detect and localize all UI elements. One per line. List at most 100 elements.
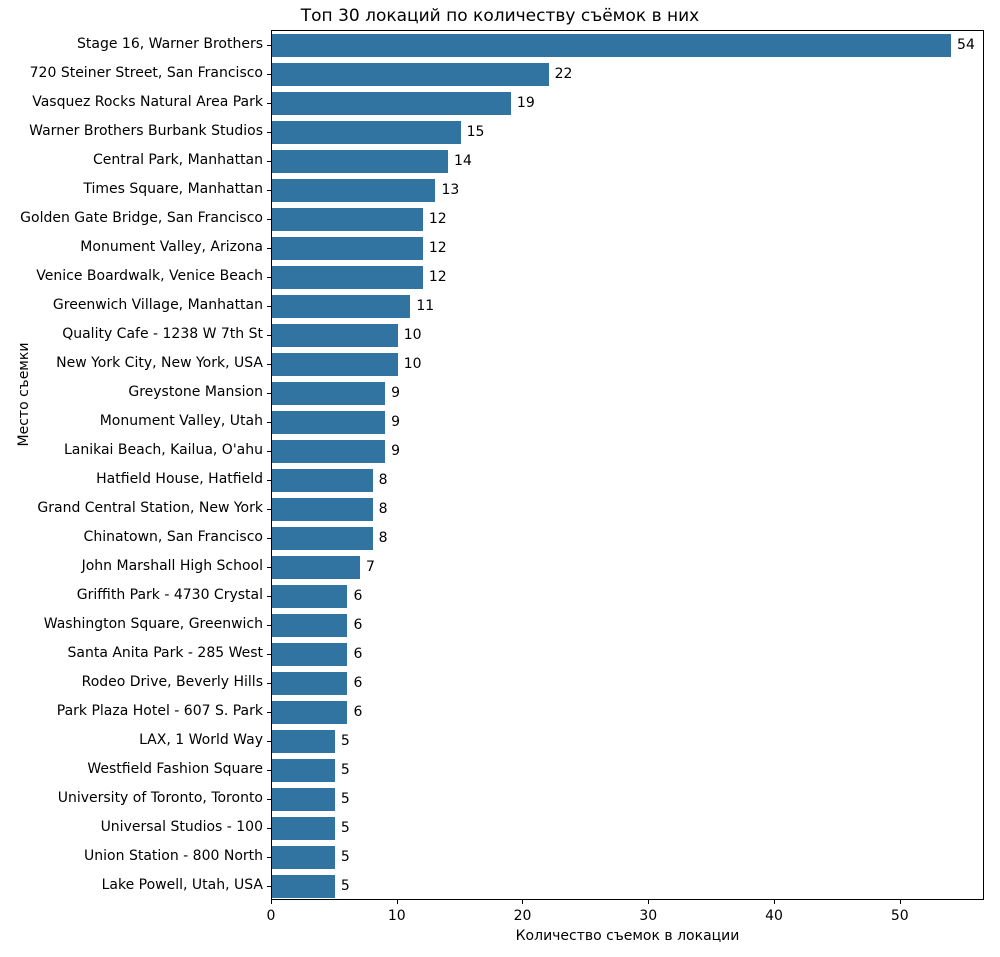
bar-value-label: 7 [366, 559, 375, 575]
bar [272, 759, 335, 782]
y-tick-label: Golden Gate Bridge, San Francisco [2, 210, 263, 226]
bar [272, 556, 360, 579]
y-tick-label: 720 Steiner Street, San Francisco [2, 65, 263, 81]
bar-value-label: 5 [341, 733, 350, 749]
x-tick-mark [648, 900, 649, 904]
y-tick-label: Times Square, Manhattan [2, 181, 263, 197]
y-tick-label: New York City, New York, USA [2, 355, 263, 371]
y-tick-label: Greenwich Village, Manhattan [2, 297, 263, 313]
bar [272, 846, 335, 869]
y-tick-label: Rodeo Drive, Beverly Hills [2, 674, 263, 690]
y-tick-mark [267, 712, 271, 713]
x-tick-label: 40 [765, 908, 783, 924]
bar [272, 614, 347, 637]
bar [272, 469, 373, 492]
bar-value-label: 8 [379, 530, 388, 546]
bar [272, 179, 435, 202]
bar-value-label: 9 [391, 385, 400, 401]
x-tick-mark [774, 900, 775, 904]
x-tick-mark [522, 900, 523, 904]
y-tick-mark [267, 364, 271, 365]
y-tick-mark [267, 451, 271, 452]
bar [272, 150, 448, 173]
bar [272, 498, 373, 521]
x-tick-label: 50 [891, 908, 909, 924]
x-axis-label: Количество съемок в локации [271, 928, 984, 944]
y-tick-label: Santa Anita Park - 285 West [2, 645, 263, 661]
y-tick-mark [267, 480, 271, 481]
y-tick-mark [267, 509, 271, 510]
bar-value-label: 54 [957, 37, 975, 53]
y-tick-mark [267, 335, 271, 336]
bar [272, 701, 347, 724]
y-tick-mark [267, 596, 271, 597]
y-tick-mark [267, 190, 271, 191]
y-tick-label: Union Station - 800 North [2, 848, 263, 864]
bar-value-label: 11 [416, 298, 434, 314]
bar-value-label: 14 [454, 153, 472, 169]
bar-value-label: 6 [353, 646, 362, 662]
y-tick-label: Greystone Mansion [2, 384, 263, 400]
bar-value-label: 6 [353, 588, 362, 604]
y-tick-label: Warner Brothers Burbank Studios [2, 123, 263, 139]
bar [272, 672, 347, 695]
y-tick-label: Central Park, Manhattan [2, 152, 263, 168]
x-tick-mark [900, 900, 901, 904]
y-tick-mark [267, 799, 271, 800]
y-tick-mark [267, 161, 271, 162]
bar-value-label: 10 [404, 356, 422, 372]
bar-value-label: 19 [517, 95, 535, 111]
bar-value-label: 5 [341, 791, 350, 807]
y-tick-label: Monument Valley, Utah [2, 413, 263, 429]
bar-value-label: 9 [391, 414, 400, 430]
bar-value-label: 22 [555, 66, 573, 82]
y-tick-label: Grand Central Station, New York [2, 500, 263, 516]
bar [272, 353, 398, 376]
y-tick-label: Washington Square, Greenwich [2, 616, 263, 632]
y-tick-label: Lanikai Beach, Kailua, O'ahu [2, 442, 263, 458]
bar-value-label: 9 [391, 443, 400, 459]
bar-value-label: 12 [429, 240, 447, 256]
bar-value-label: 12 [429, 269, 447, 285]
x-tick-label: 0 [267, 908, 276, 924]
y-tick-label: Park Plaza Hotel - 607 S. Park [2, 703, 263, 719]
bar [272, 266, 423, 289]
y-tick-mark [267, 770, 271, 771]
y-tick-mark [267, 422, 271, 423]
bar-value-label: 8 [379, 472, 388, 488]
bar [272, 440, 385, 463]
y-tick-mark [267, 857, 271, 858]
bar [272, 643, 347, 666]
bar [272, 92, 511, 115]
bar [272, 34, 951, 57]
y-tick-label: Griffith Park - 4730 Crystal [2, 587, 263, 603]
y-tick-label: Monument Valley, Arizona [2, 239, 263, 255]
bar [272, 817, 335, 840]
y-tick-mark [267, 567, 271, 568]
bar-value-label: 10 [404, 327, 422, 343]
y-tick-mark [267, 74, 271, 75]
y-tick-mark [267, 248, 271, 249]
bar [272, 63, 549, 86]
y-tick-label: Lake Powell, Utah, USA [2, 877, 263, 893]
y-tick-mark [267, 219, 271, 220]
y-tick-label: Venice Boardwalk, Venice Beach [2, 268, 263, 284]
y-tick-mark [267, 538, 271, 539]
y-tick-label: John Marshall High School [2, 558, 263, 574]
y-tick-label: LAX, 1 World Way [2, 732, 263, 748]
bar [272, 237, 423, 260]
bar [272, 411, 385, 434]
y-tick-mark [267, 654, 271, 655]
bar-value-label: 13 [441, 182, 459, 198]
y-tick-mark [267, 683, 271, 684]
bar [272, 875, 335, 898]
y-tick-mark [267, 45, 271, 46]
y-tick-label: University of Toronto, Toronto [2, 790, 263, 806]
bar [272, 121, 461, 144]
x-tick-label: 10 [388, 908, 406, 924]
y-tick-mark [267, 828, 271, 829]
bar-value-label: 5 [341, 878, 350, 894]
y-tick-mark [267, 886, 271, 887]
bar-value-label: 8 [379, 501, 388, 517]
y-tick-mark [267, 103, 271, 104]
